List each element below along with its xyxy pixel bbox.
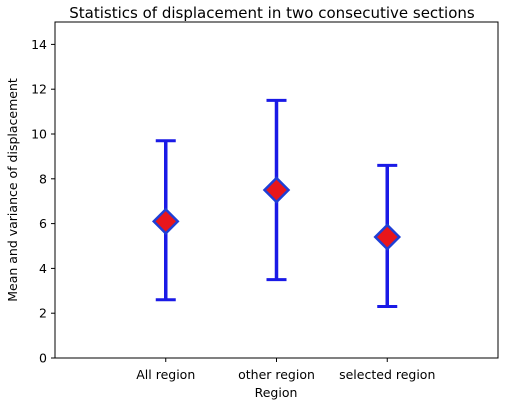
mean-marker <box>262 176 291 204</box>
y-tick-label: 12 <box>31 82 47 97</box>
x-tick-label: selected region <box>339 367 435 382</box>
x-tick-label: All region <box>136 367 195 382</box>
y-tick-label: 6 <box>39 216 47 231</box>
y-tick-label: 2 <box>39 306 47 321</box>
x-axis-ticks: All region other region selected region <box>136 358 435 382</box>
y-tick-label: 8 <box>39 171 47 186</box>
x-tick-label: other region <box>238 367 315 382</box>
chart-title: Statistics of displacement in two consec… <box>69 4 475 22</box>
y-tick-label: 4 <box>39 261 47 276</box>
x-axis-label: Region <box>255 385 298 400</box>
y-tick-label: 10 <box>31 127 47 142</box>
mean-marker <box>373 223 402 251</box>
y-axis-label: Mean and variance of displacement <box>5 78 20 302</box>
y-tick-label: 14 <box>31 37 47 52</box>
mean-marker <box>151 207 180 236</box>
y-tick-label: 0 <box>39 351 47 366</box>
y-axis-ticks: 0 2 4 6 8 10 12 14 <box>31 37 55 366</box>
data-marks <box>151 98 402 308</box>
